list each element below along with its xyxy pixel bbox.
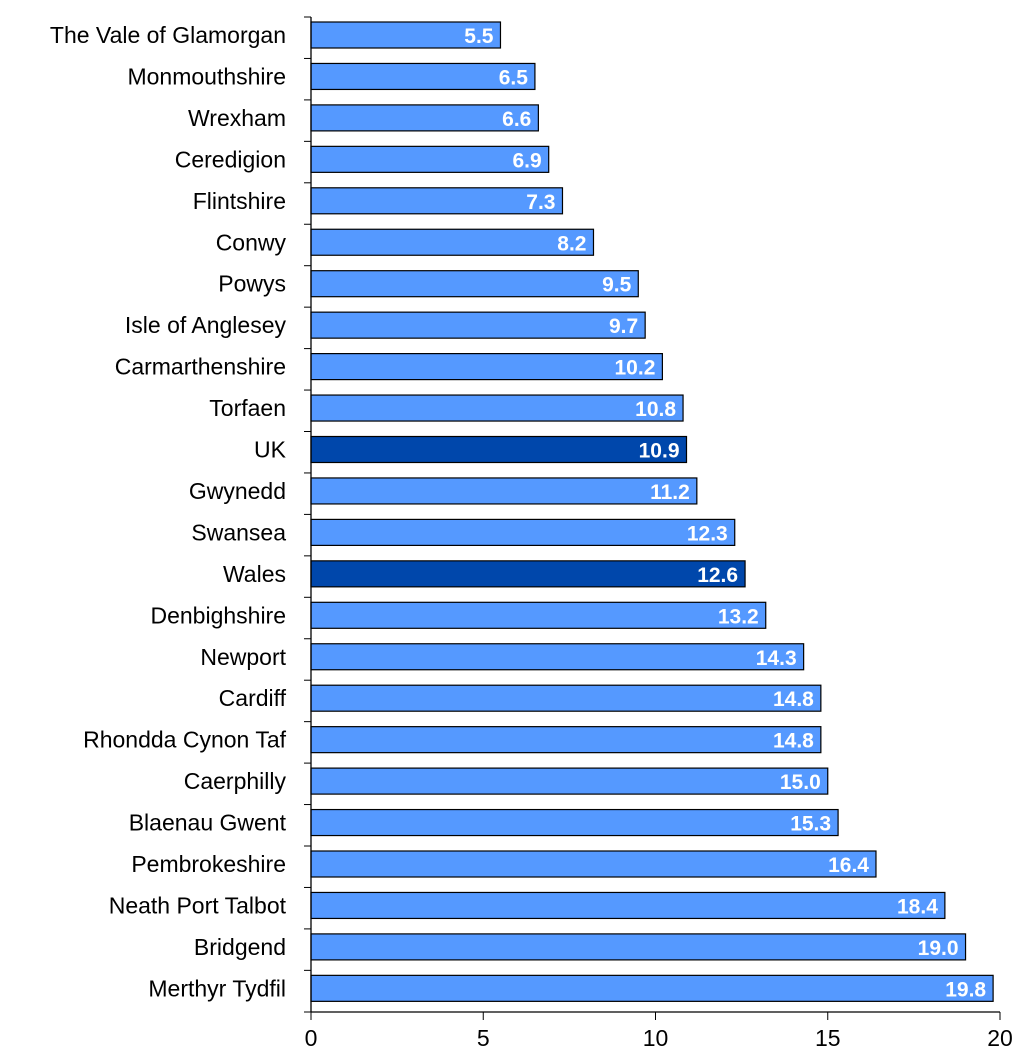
x-tick-label: 5	[477, 1025, 490, 1051]
category-label-merthyr-tydfil: Merthyr Tydfil	[148, 975, 286, 1001]
category-label-uk: UK	[254, 437, 287, 463]
data-label-rhondda-cynon-taf: 14.8	[773, 730, 814, 753]
category-label-torfaen: Torfaen	[209, 395, 286, 421]
x-tick-label: 20	[987, 1025, 1013, 1051]
category-label-cardiff: Cardiff	[219, 685, 287, 711]
category-label-newport: Newport	[200, 644, 286, 670]
data-label-denbighshire: 13.2	[718, 605, 759, 628]
bar-torfaen	[310, 394, 684, 422]
bar-newport	[310, 643, 805, 671]
data-label-torfaen: 10.8	[635, 398, 676, 421]
data-label-powys: 9.5	[602, 274, 632, 297]
data-label-wrexham: 6.6	[502, 108, 531, 131]
bar-bridgend	[310, 933, 967, 961]
bar-gwynedd	[310, 477, 698, 505]
data-label-merthyr-tydfil: 19.8	[945, 978, 986, 1001]
category-label-rhondda-cynon-taf: Rhondda Cynon Taf	[83, 727, 286, 753]
data-label-cardiff: 14.8	[773, 688, 814, 711]
category-label-swansea: Swansea	[191, 519, 286, 545]
x-tick-label: 0	[305, 1025, 318, 1051]
bar-flintshire	[310, 187, 564, 215]
data-label-neath-port-talbot: 18.4	[897, 895, 938, 918]
bar-rhondda-cynon-taf	[310, 726, 822, 754]
bar-cardiff	[310, 684, 822, 712]
bar-ceredigion	[310, 145, 550, 173]
bar-carmarthenshire	[310, 353, 663, 381]
category-label-powys: Powys	[218, 271, 286, 297]
bar-merthyr-tydfil	[310, 974, 994, 1002]
axis-layer	[304, 16, 1001, 1020]
bar-isle-of-anglesey	[310, 311, 646, 339]
data-label-swansea: 12.3	[687, 522, 728, 545]
data-label-ceredigion: 6.9	[513, 149, 542, 172]
data-label-monmouthshire: 6.5	[499, 66, 529, 89]
category-label-denbighshire: Denbighshire	[150, 602, 286, 628]
data-label-blaenau-gwent: 15.3	[790, 813, 831, 836]
category-label-wales: Wales	[223, 561, 286, 587]
x-tick-label: 15	[815, 1025, 841, 1051]
category-label-monmouthshire: Monmouthshire	[127, 63, 286, 89]
category-label-neath-port-talbot: Neath Port Talbot	[109, 892, 287, 918]
labels-layer: 5.5 The Vale of Glamorgan 6.5 Monmouthshire…	[50, 22, 1013, 1051]
category-label-gwynedd: Gwynedd	[189, 478, 286, 504]
category-label-the-vale-of-glamorgan: The Vale of Glamorgan	[50, 22, 286, 48]
data-label-flintshire: 7.3	[526, 191, 555, 214]
category-label-caerphilly: Caerphilly	[184, 768, 287, 794]
bar-wrexham	[310, 104, 539, 132]
data-label-carmarthenshire: 10.2	[615, 357, 656, 380]
data-label-pembrokeshire: 16.4	[828, 854, 869, 877]
category-label-ceredigion: Ceredigion	[175, 146, 286, 172]
bar-blaenau-gwent	[310, 808, 839, 837]
data-label-wales: 12.6	[697, 564, 738, 587]
category-label-blaenau-gwent: Blaenau Gwent	[129, 810, 287, 836]
x-tick-label: 10	[643, 1025, 669, 1051]
bar-pembrokeshire	[310, 850, 877, 878]
bar-conwy	[310, 228, 595, 256]
bar-wales	[310, 560, 746, 588]
category-label-isle-of-anglesey: Isle of Anglesey	[125, 312, 287, 338]
bar-denbighshire	[310, 601, 767, 629]
bar-uk	[310, 435, 688, 464]
bar-neath-port-talbot	[310, 891, 946, 920]
bar-monmouthshire	[310, 62, 536, 91]
data-label-gwynedd: 11.2	[650, 481, 690, 504]
bar-swansea	[310, 518, 736, 547]
category-label-bridgend: Bridgend	[194, 934, 286, 960]
category-label-conwy: Conwy	[216, 229, 287, 255]
bars-layer	[310, 21, 994, 1002]
data-label-uk: 10.9	[639, 440, 680, 463]
data-label-bridgend: 19.0	[918, 937, 959, 960]
bar-caerphilly	[310, 767, 829, 795]
data-label-newport: 14.3	[756, 647, 797, 670]
category-label-carmarthenshire: Carmarthenshire	[115, 354, 286, 380]
data-label-isle-of-anglesey: 9.7	[609, 315, 638, 338]
category-label-pembrokeshire: Pembrokeshire	[131, 851, 286, 877]
data-label-the-vale-of-glamorgan: 5.5	[464, 25, 494, 48]
data-label-conwy: 8.2	[557, 232, 586, 255]
category-label-flintshire: Flintshire	[193, 188, 286, 214]
data-label-caerphilly: 15.0	[780, 771, 821, 794]
category-label-wrexham: Wrexham	[188, 105, 286, 131]
bar-powys	[310, 270, 639, 298]
